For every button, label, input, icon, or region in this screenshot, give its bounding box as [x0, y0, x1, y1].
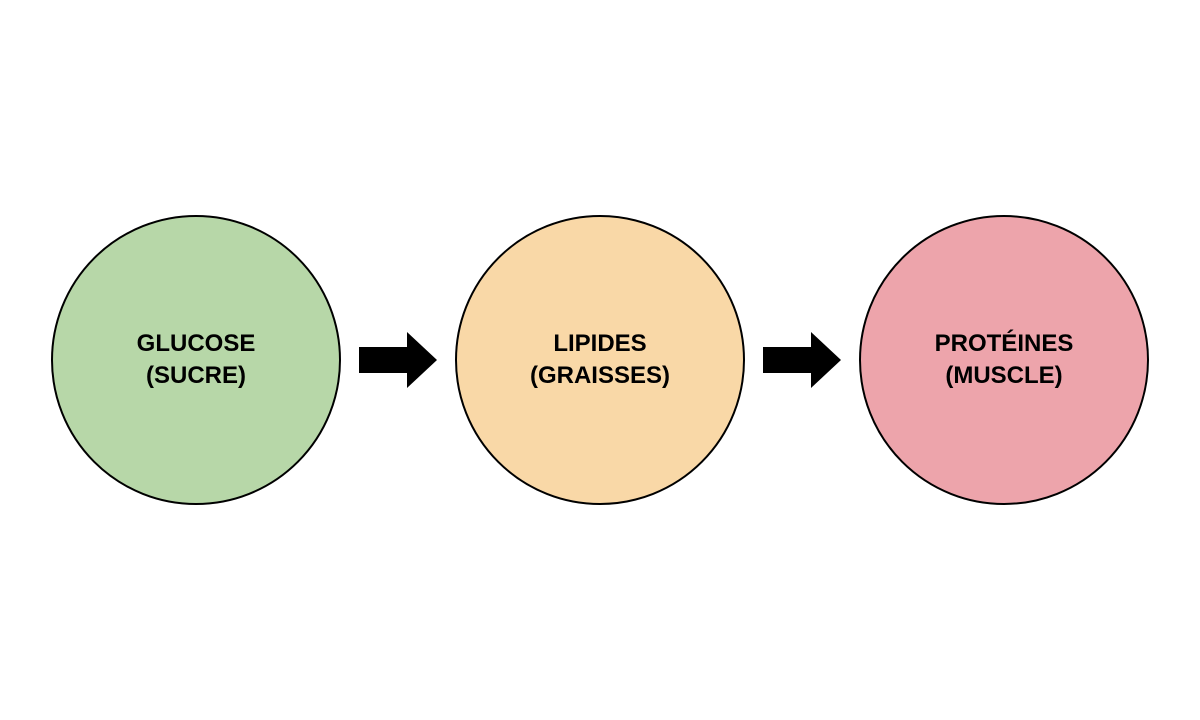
metabolism-flow-diagram: GLUCOSE (SUCRE) LIPIDES (GRAISSES) PROTÉ…	[51, 215, 1149, 505]
node-glucose: GLUCOSE (SUCRE)	[51, 215, 341, 505]
node-label-line1: PROTÉINES	[935, 328, 1074, 360]
node-label-line1: LIPIDES	[553, 328, 646, 360]
node-label-line2: (MUSCLE)	[945, 360, 1062, 392]
arrow-icon	[359, 332, 437, 388]
node-label-line1: GLUCOSE	[137, 328, 256, 360]
node-lipides: LIPIDES (GRAISSES)	[455, 215, 745, 505]
arrow-icon	[763, 332, 841, 388]
node-label-line2: (SUCRE)	[146, 360, 246, 392]
node-label-line2: (GRAISSES)	[530, 360, 670, 392]
node-proteines: PROTÉINES (MUSCLE)	[859, 215, 1149, 505]
